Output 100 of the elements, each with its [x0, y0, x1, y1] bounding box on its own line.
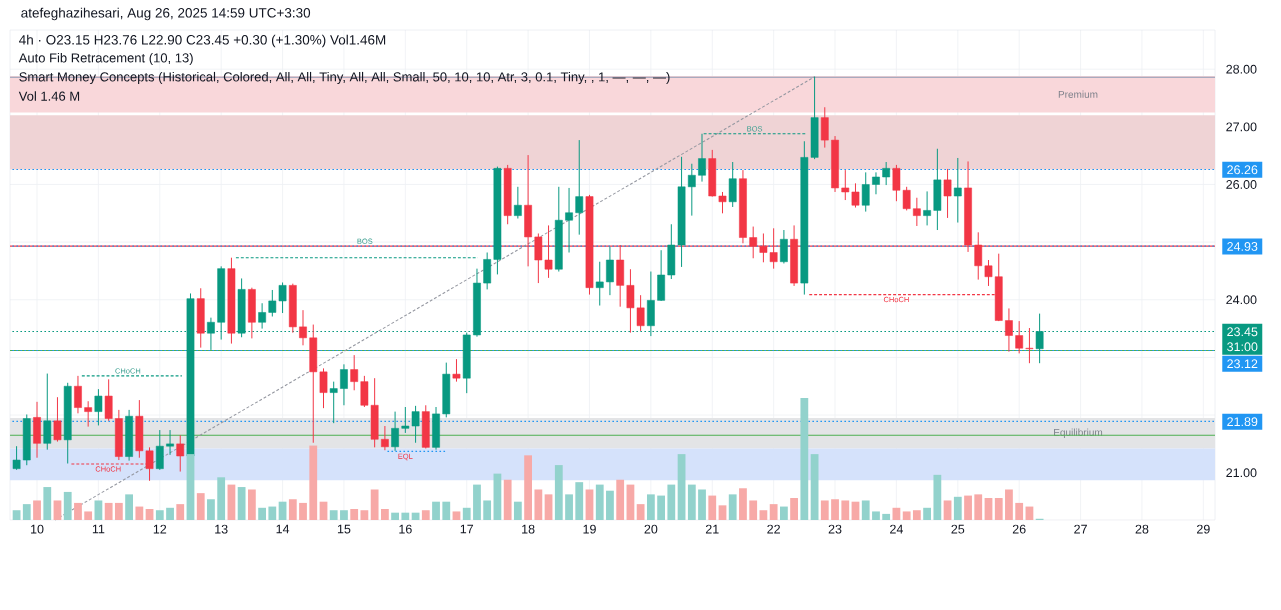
bar: [974, 494, 983, 520]
candlestick: [258, 302, 266, 330]
bar: [964, 495, 972, 520]
candlestick: [728, 161, 737, 208]
bar: [759, 510, 768, 520]
bar: [513, 501, 522, 520]
ref-line-label: 23.12: [1227, 359, 1258, 369]
candlestick: [513, 186, 522, 219]
bar: [176, 504, 185, 520]
candlestick: [166, 429, 174, 456]
bar: [872, 511, 880, 520]
x-tick-label: 14: [276, 524, 290, 534]
bar: [217, 477, 226, 520]
bar: [94, 500, 103, 520]
candlestick: [12, 445, 21, 471]
bar: [524, 455, 533, 520]
bar: [882, 513, 891, 520]
candlestick: [861, 171, 870, 213]
candlestick: [923, 190, 931, 226]
bar: [196, 493, 205, 520]
y-tick-label: 21.00: [1226, 468, 1257, 478]
candlestick: [299, 309, 307, 346]
bar: [360, 510, 369, 520]
bar: [258, 507, 267, 520]
bar: [698, 489, 706, 520]
candlestick: [882, 161, 891, 186]
candlestick: [606, 246, 614, 296]
bar: [677, 454, 686, 520]
bar: [145, 509, 154, 520]
bar: [421, 510, 430, 520]
bar: [943, 500, 952, 520]
candlestick: [575, 139, 584, 236]
x-tick-label: 20: [644, 524, 658, 534]
bar: [1005, 489, 1013, 520]
candlestick: [329, 381, 338, 424]
bar: [841, 500, 850, 520]
x-tick-label: 21: [705, 524, 719, 534]
x-tick-label: 28: [1135, 524, 1149, 534]
x-tick-label: 24: [890, 524, 903, 534]
x-tick-label: 18: [522, 524, 535, 534]
candlestick: [43, 373, 52, 451]
bar: [309, 445, 318, 520]
bar: [544, 494, 553, 520]
bar: [237, 487, 246, 520]
y-tick-label: 28.00: [1226, 64, 1257, 74]
bar: [708, 495, 717, 520]
x-tick-label: 13: [215, 524, 228, 534]
bar: [769, 504, 778, 520]
candlestick: [872, 171, 880, 195]
candlestick: [943, 168, 952, 219]
bar: [462, 507, 471, 520]
bar: [329, 510, 338, 520]
candlestick: [953, 157, 962, 224]
bar: [350, 509, 359, 520]
bar: [442, 501, 451, 520]
candlestick: [391, 411, 399, 452]
candlestick: [698, 133, 706, 183]
candlestick: [176, 434, 185, 473]
candlestick: [912, 197, 921, 227]
bar: [595, 484, 604, 520]
bar: [923, 507, 932, 520]
text: 31:00: [1227, 342, 1258, 352]
bar: [114, 502, 123, 520]
bar: [575, 482, 584, 520]
bar: [155, 510, 164, 520]
candlestick: [74, 375, 82, 414]
chart-subtitle: 4h · O23.15 H23.76 L22.90 C23.45 +0.30 (+1.30%) Vol1.46M: [19, 34, 386, 48]
bar: [779, 506, 788, 520]
bar: [401, 512, 410, 520]
bar: [984, 498, 993, 520]
x-tick-label: 27: [1074, 524, 1087, 534]
bar: [473, 484, 481, 520]
candlestick: [155, 429, 164, 471]
bar: [391, 512, 399, 520]
bar: [831, 499, 839, 520]
x-tick-label: 10: [31, 524, 44, 534]
bar: [636, 504, 645, 520]
y-tick-label: 24.00: [1226, 295, 1257, 305]
bar: [687, 484, 696, 520]
bar: [74, 502, 82, 520]
bar: [994, 498, 1003, 520]
candlestick: [340, 363, 348, 406]
x-tick-label: 16: [399, 524, 412, 534]
x-tick-label: 26: [1012, 524, 1026, 534]
x-tick-label: 11: [92, 524, 105, 534]
bar: [207, 499, 215, 520]
y-tick-label: 26.00: [1226, 180, 1257, 189]
bar: [790, 498, 798, 520]
bar: [63, 491, 72, 520]
candlestick: [1015, 320, 1024, 354]
ref-line-label: 26.26: [1227, 165, 1258, 175]
bar: [800, 397, 809, 520]
bar: [166, 507, 174, 520]
bar: [135, 506, 144, 520]
candlestick: [94, 388, 103, 426]
bar: [288, 499, 297, 520]
bar: [380, 509, 389, 520]
candlestick: [84, 400, 93, 428]
bar: [247, 489, 256, 520]
x-tick-label: 22: [767, 524, 780, 534]
